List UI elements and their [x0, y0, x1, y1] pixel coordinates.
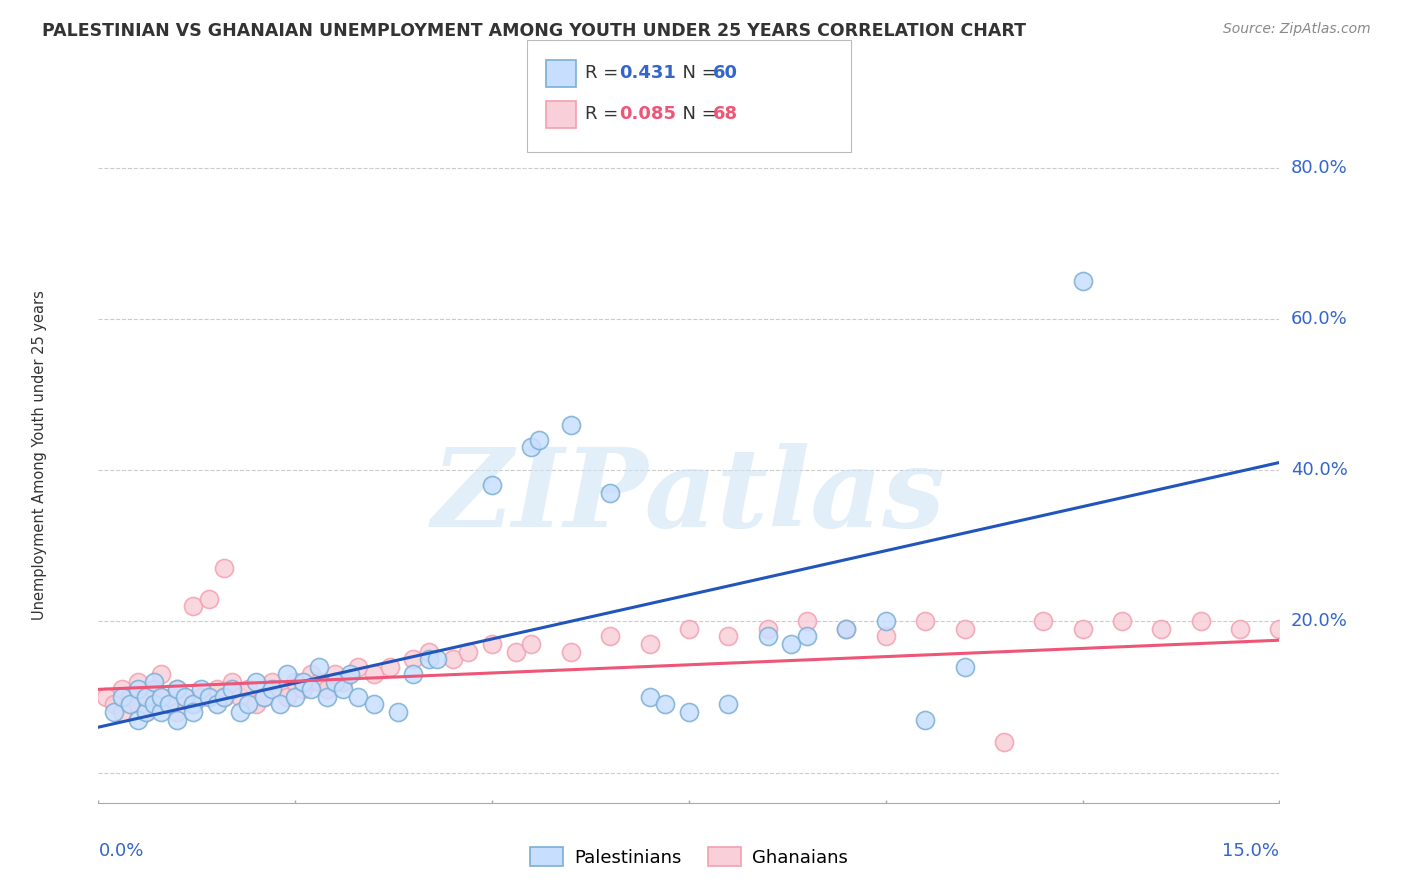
Text: ZIPatlas: ZIPatlas — [432, 443, 946, 550]
Text: R =: R = — [585, 64, 624, 82]
Text: N =: N = — [671, 64, 723, 82]
Text: N =: N = — [671, 105, 723, 123]
Text: 15.0%: 15.0% — [1222, 842, 1279, 860]
Text: Unemployment Among Youth under 25 years: Unemployment Among Youth under 25 years — [32, 290, 46, 620]
Text: 0.0%: 0.0% — [98, 842, 143, 860]
Text: PALESTINIAN VS GHANAIAN UNEMPLOYMENT AMONG YOUTH UNDER 25 YEARS CORRELATION CHAR: PALESTINIAN VS GHANAIAN UNEMPLOYMENT AMO… — [42, 22, 1026, 40]
Text: 80.0%: 80.0% — [1291, 159, 1347, 177]
Text: 60: 60 — [713, 64, 738, 82]
Text: 0.431: 0.431 — [619, 64, 675, 82]
Text: 20.0%: 20.0% — [1291, 612, 1347, 631]
Text: R =: R = — [585, 105, 624, 123]
Legend: Palestinians, Ghanaians: Palestinians, Ghanaians — [523, 840, 855, 874]
Text: 68: 68 — [713, 105, 738, 123]
Text: 40.0%: 40.0% — [1291, 461, 1347, 479]
Text: 0.085: 0.085 — [619, 105, 676, 123]
Text: Source: ZipAtlas.com: Source: ZipAtlas.com — [1223, 22, 1371, 37]
Text: 60.0%: 60.0% — [1291, 310, 1347, 327]
